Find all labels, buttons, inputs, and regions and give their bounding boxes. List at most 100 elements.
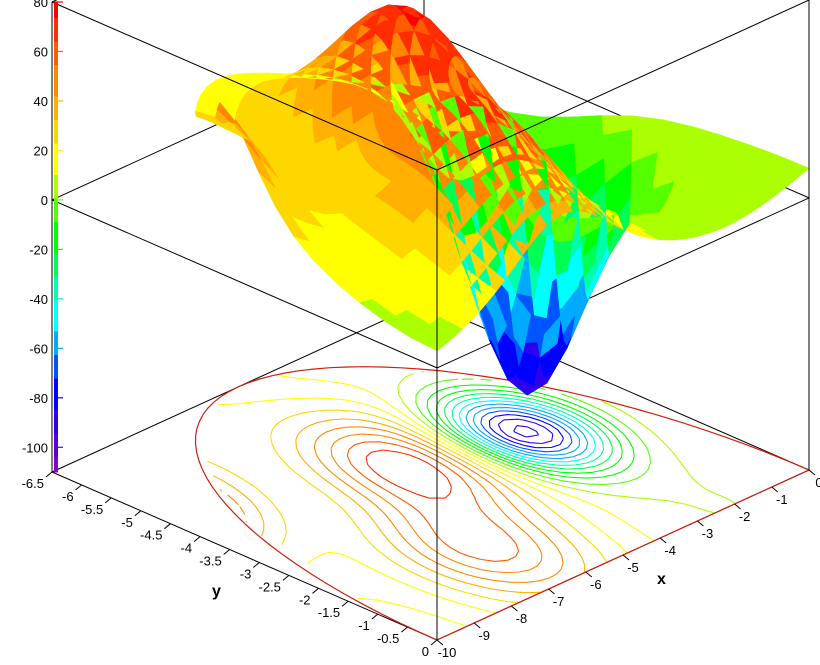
colorbar-segment — [54, 331, 58, 340]
y-tick-mark — [223, 549, 231, 555]
surface-patch — [670, 181, 697, 192]
y-tick-label: 0 — [422, 644, 429, 659]
colorbar-segment — [54, 229, 58, 238]
colorbar-segment — [54, 370, 58, 379]
domain-boundary — [194, 366, 811, 641]
x-axis-title: x — [657, 571, 666, 588]
colorbar-segment — [54, 80, 58, 89]
colorbar-segment — [54, 150, 58, 160]
colorbar-segment — [54, 440, 58, 449]
contour-line — [465, 403, 589, 460]
colorbar-segment — [54, 448, 58, 457]
contour-line — [397, 370, 736, 514]
colorbar-segment — [54, 252, 58, 261]
x-tick-mark — [511, 605, 518, 612]
colorbar-segment — [54, 323, 58, 332]
colorbar-segment — [54, 456, 58, 465]
colorbar-segment — [54, 385, 58, 395]
contour-line — [280, 375, 655, 627]
colorbar-segment — [54, 362, 58, 371]
colorbar-segment — [54, 33, 58, 42]
y-tick-label: -4.5 — [140, 528, 162, 543]
z-tick-label: -80 — [29, 391, 48, 406]
colorbar-segment — [54, 260, 58, 269]
y-tick-mark — [134, 510, 142, 517]
y-tick-mark — [193, 536, 201, 542]
colorbar-segment — [54, 9, 58, 19]
colorbar-segment — [54, 64, 58, 73]
colorbar-segment — [54, 56, 58, 66]
contour-line — [497, 418, 554, 445]
z-tick-label: 80 — [34, 0, 48, 10]
x-tick-label: -7 — [553, 594, 565, 609]
x-tick-mark — [659, 537, 667, 544]
colorbar-segment — [54, 291, 58, 301]
colorbar-segment — [54, 268, 58, 277]
x-tick-label: -5 — [627, 560, 639, 575]
x-tick-label: -1 — [776, 492, 788, 507]
x-tick-mark — [473, 622, 481, 629]
y-tick-label: -3.5 — [199, 554, 221, 569]
z-tick-label: 40 — [34, 94, 48, 109]
x-axis-ticks: -10-9-8-7-6-5-4-3-2-10 — [436, 469, 820, 660]
y-tick-label: -3 — [240, 566, 252, 581]
colorbar-segment — [54, 96, 58, 105]
x-tick-label: -6 — [590, 577, 602, 592]
colorbar-segment — [54, 103, 58, 113]
colorbar-segment — [54, 25, 58, 34]
colorbar-segment — [54, 284, 58, 293]
y-tick-label: -6.5 — [22, 476, 44, 491]
y-tick-mark — [401, 626, 408, 633]
z-tick-label: -100 — [22, 440, 48, 455]
projected-contours — [194, 366, 811, 641]
contour-line — [444, 393, 613, 470]
x-tick-label: -3 — [702, 526, 714, 541]
contour-line — [451, 396, 605, 466]
colorbar-segment — [54, 409, 58, 418]
colorbar-segment — [54, 119, 58, 128]
colorbar-segment — [54, 276, 58, 285]
x-tick-label: -8 — [516, 611, 528, 626]
x-tick-label: -2 — [739, 509, 751, 524]
surface-mesh — [195, 4, 810, 396]
surface-patch — [631, 115, 664, 130]
surface-patch — [253, 122, 274, 136]
y-tick-mark — [430, 639, 438, 646]
contour-line — [472, 407, 580, 456]
colorbar-segment — [54, 464, 58, 473]
zero-plane-edge — [51, 199, 438, 369]
colorbar-segment — [54, 213, 58, 222]
colorbar-segment — [54, 135, 58, 144]
x-tick-label: 0 — [815, 475, 820, 490]
colorbar-segment — [54, 111, 58, 120]
z-tick-label: 20 — [34, 143, 48, 158]
y-tick-label: -1.5 — [318, 605, 340, 620]
colorbar-segment — [54, 88, 58, 97]
y-tick-mark — [75, 484, 82, 491]
colorbar-segment — [54, 237, 58, 246]
colorbar-segment — [54, 174, 58, 183]
y-tick-label: -2.5 — [259, 579, 281, 594]
colorbar-segment — [54, 378, 58, 387]
z-tick-label: -60 — [29, 341, 48, 356]
colorbar-segment — [54, 190, 58, 199]
y-tick-mark — [164, 523, 171, 530]
y-tick-label: -6 — [62, 489, 74, 504]
colorbar-segment — [54, 41, 58, 50]
y-tick-label: -5.5 — [81, 502, 103, 517]
colorbar-segment — [54, 72, 58, 81]
z-tick-label: 0 — [41, 193, 48, 208]
y-axis-ticks: -6.5 -6 -5.5 -5 -4.5 -4 -3.5 -3 -2.5 -2 -1.5 -1 -0.5… — [22, 471, 438, 659]
box-edge — [423, 301, 810, 471]
x-tick-mark — [734, 503, 741, 510]
colorbar-segment — [54, 401, 58, 410]
z-axis-ticks: 80 60 40 20 0 -20 -40 -60 -80 -100 — [22, 0, 63, 455]
colorbar-segment — [54, 425, 58, 434]
colorbar-segment — [54, 127, 58, 136]
colorbar-segment — [54, 205, 58, 214]
colorbar-segment — [54, 221, 58, 230]
bounding-box-front — [51, 0, 810, 640]
contour-line — [458, 400, 597, 463]
box-edge — [436, 0, 810, 171]
